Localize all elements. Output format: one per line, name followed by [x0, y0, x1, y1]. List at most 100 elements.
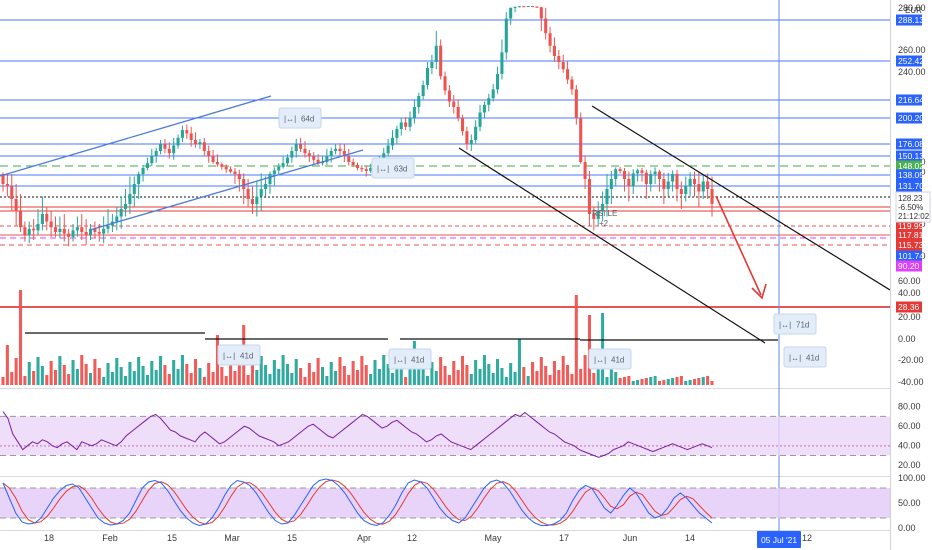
volume-bar [526, 376, 530, 385]
volume-bar [312, 372, 316, 385]
price-axis[interactable]: EUR280.00260.00240.00160.00140.00120.001… [890, 0, 932, 550]
candle-body [229, 169, 233, 172]
volume-bar [478, 369, 482, 385]
x-tick-label: 12 [802, 533, 812, 543]
volume-bar [198, 368, 202, 385]
candle-body [18, 211, 23, 228]
price-level-badge: 252.42 [896, 55, 924, 67]
candle-body [461, 118, 465, 132]
volume-bar [27, 362, 31, 385]
volume-bar [180, 355, 184, 385]
candle-body [40, 214, 44, 224]
rsi-line [2, 411, 713, 458]
date-badge: 05 Jul '21 [757, 531, 801, 548]
candle-body [601, 204, 605, 212]
candle-body [369, 168, 373, 171]
volume-bar [627, 376, 631, 385]
volume-bar [71, 360, 75, 385]
volume-bar [355, 370, 360, 385]
candle-body [535, 6, 539, 8]
volume-bar [579, 369, 583, 385]
candle-body [605, 189, 609, 204]
volume-bar [250, 361, 254, 385]
level-badge-bg [896, 160, 922, 172]
arrow-head [751, 283, 767, 300]
downtrend-line [458, 147, 766, 344]
candle-body [452, 101, 456, 107]
level-badge-text: 117.81 [898, 230, 924, 240]
candle-body [124, 204, 128, 209]
current-price-bg [895, 191, 931, 223]
candle-body [237, 174, 241, 179]
candle-body [316, 159, 320, 164]
candle-body [561, 62, 565, 70]
candle-body [97, 232, 101, 234]
candle-body [675, 174, 679, 189]
volume-bar [207, 363, 211, 385]
volume-bar [334, 371, 338, 385]
volume-bar [268, 374, 272, 385]
level-badge-text: 252.42 [898, 56, 924, 66]
volume-bar [517, 339, 521, 385]
candle-body [649, 174, 653, 184]
volume-bar [255, 370, 259, 385]
candle-body [710, 189, 714, 204]
candle-body [23, 227, 27, 236]
price-level-badge: 176.08 [896, 138, 924, 150]
volume-bar [45, 375, 49, 385]
measure-label: |↔| 41d [217, 344, 261, 366]
volume-bar [684, 381, 688, 385]
candle-body [631, 173, 635, 187]
candle-body [312, 156, 316, 160]
volume-bar [132, 371, 136, 385]
price-level-badge: 200.20 [896, 112, 924, 124]
volume-bar [522, 367, 526, 385]
level-badge-bg [896, 150, 922, 162]
x-tick-label: Jun [623, 533, 638, 543]
candle-body [329, 151, 333, 157]
candle-body [255, 196, 259, 204]
volume-bar [605, 377, 609, 385]
candle-body [570, 79, 574, 90]
candle-body [299, 144, 303, 149]
volume-bar [36, 357, 40, 385]
measure-icon: |↔| [779, 321, 791, 330]
volume-bar [137, 357, 141, 385]
countdown-text: 21:12:02 [898, 212, 930, 221]
candle-body [189, 133, 193, 140]
volume-bar [539, 357, 543, 385]
volume-bar [285, 364, 290, 385]
volume-bar [325, 376, 329, 385]
volume-bar [1, 377, 5, 385]
current-change-text: -6.50% [898, 203, 923, 212]
currency-label: EUR [905, 6, 922, 15]
candle-body [509, 7, 513, 19]
volume-bar [399, 368, 403, 385]
candle-body [281, 163, 285, 167]
candle-body [154, 151, 158, 157]
volume-bar [40, 366, 44, 385]
candle-body [277, 166, 281, 171]
volume-bar [636, 380, 640, 385]
candle-body [119, 209, 123, 217]
x-tick-label: Feb [102, 533, 118, 543]
candle-body [53, 227, 58, 232]
measure-icon: |↔| [284, 115, 296, 124]
candle-body [640, 170, 644, 173]
candle-body [662, 179, 666, 189]
candle-body [636, 170, 640, 174]
volume-bar [80, 355, 84, 385]
channel-upper-line [0, 95, 272, 177]
volume-bar [640, 379, 644, 385]
volume-bar [338, 357, 342, 385]
volume-bar [88, 373, 93, 385]
volume-bar [23, 376, 27, 385]
price-level-badge: 115.73 [896, 239, 924, 251]
rsi-tick-label: 20.00 [898, 460, 921, 470]
candle-body [609, 179, 613, 189]
candle-body [180, 130, 184, 138]
measure-box [388, 348, 432, 370]
candle-body [671, 174, 675, 182]
